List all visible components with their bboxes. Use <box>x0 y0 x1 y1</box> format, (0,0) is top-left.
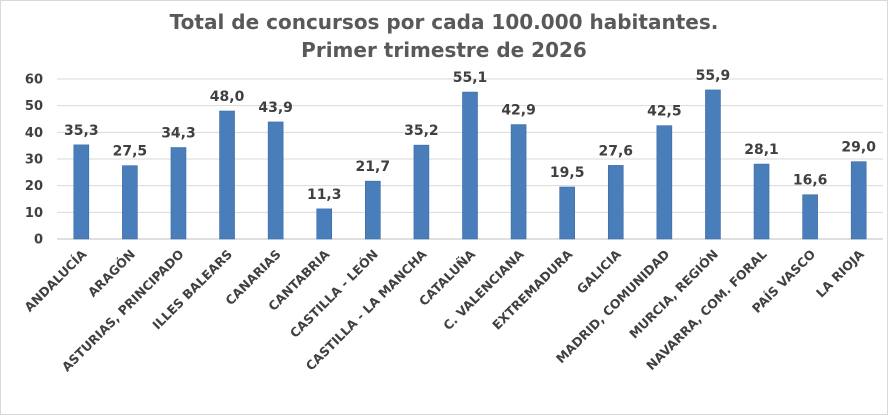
chart-title-line-2: Primer trimestre de 2026 <box>301 38 587 62</box>
bar <box>413 144 430 240</box>
data-label: 42,9 <box>501 103 536 119</box>
bar <box>122 165 138 240</box>
x-tick-label: MURCIA, REGIÓN <box>626 247 721 342</box>
bar <box>316 208 333 240</box>
x-tick-label: C. VALENCIANA <box>440 246 527 333</box>
y-tick-label: 40 <box>25 126 43 141</box>
data-label: 43,9 <box>258 100 293 116</box>
data-label: 34,3 <box>161 126 196 142</box>
data-label: 16,6 <box>793 173 828 189</box>
bar <box>656 125 673 240</box>
data-label: 55,1 <box>453 70 488 86</box>
data-label: 42,5 <box>647 104 682 120</box>
data-label: 27,6 <box>598 143 633 159</box>
bar <box>267 121 284 240</box>
x-tick-label: GALICIA <box>574 246 624 296</box>
bar <box>462 91 478 240</box>
bar <box>73 144 90 240</box>
bar <box>559 186 575 240</box>
chart-title-line-1: Total de concursos por cada 100.000 habi… <box>169 10 719 34</box>
data-label: 19,5 <box>550 165 585 181</box>
data-label: 35,3 <box>64 123 99 139</box>
data-label: 29,0 <box>841 140 876 156</box>
data-label: 48,0 <box>210 89 245 105</box>
bar <box>170 147 187 240</box>
chart-title: Total de concursos por cada 100.000 habi… <box>1 8 887 64</box>
data-label: 21,7 <box>356 159 391 175</box>
y-tick-label: 30 <box>25 153 43 168</box>
y-tick-label: 10 <box>25 206 43 221</box>
data-label: 35,2 <box>404 123 439 139</box>
y-tick-label: 20 <box>25 179 43 194</box>
x-tick-label: ANDALUCÍA <box>21 246 89 314</box>
data-label: 11,3 <box>307 187 342 203</box>
bar <box>753 163 770 240</box>
bar <box>365 180 381 240</box>
y-tick-label: 60 <box>25 73 43 88</box>
data-label: 27,5 <box>113 144 148 160</box>
data-label: 28,1 <box>744 142 779 158</box>
bar <box>850 161 867 240</box>
bar <box>705 89 721 240</box>
x-tick-label: CASTILLA - LEÓN <box>287 247 381 341</box>
bar <box>802 194 818 240</box>
x-tick-label: LA RIOJA <box>813 246 867 300</box>
y-tick-label: 50 <box>25 99 43 114</box>
bar <box>510 124 527 240</box>
bar <box>607 165 624 240</box>
data-label: 55,9 <box>696 68 731 84</box>
bar <box>219 110 235 240</box>
y-tick-label: 0 <box>34 233 43 248</box>
